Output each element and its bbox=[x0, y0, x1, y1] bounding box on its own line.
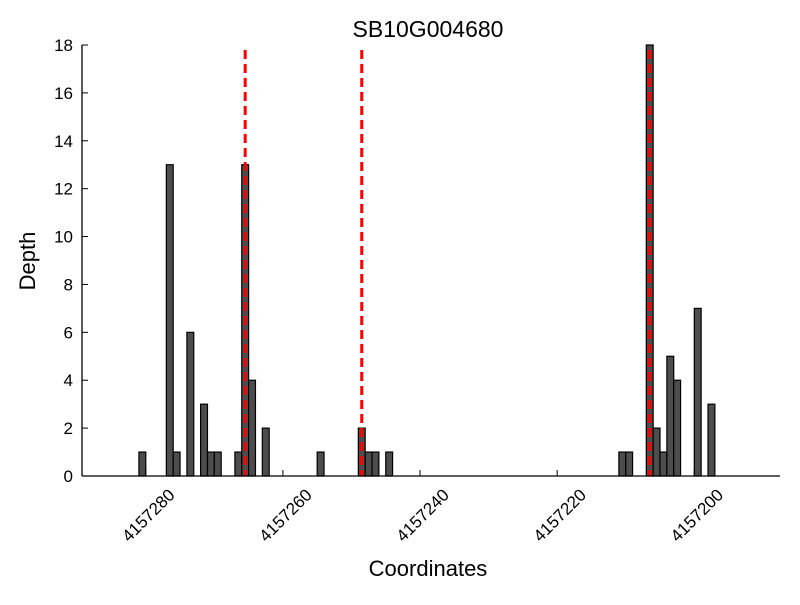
y-axis-label: Depth bbox=[15, 232, 40, 291]
y-tick-label: 0 bbox=[64, 467, 73, 486]
y-tick-label: 16 bbox=[54, 84, 73, 103]
y-tick-label: 12 bbox=[54, 180, 73, 199]
bar bbox=[234, 451, 243, 477]
bar bbox=[693, 307, 702, 477]
x-tick-label: 4157240 bbox=[393, 485, 453, 545]
bar bbox=[200, 403, 209, 477]
bar bbox=[172, 451, 181, 477]
x-tick-label: 4157260 bbox=[255, 485, 315, 545]
bar bbox=[371, 451, 380, 477]
y-tick-label: 18 bbox=[54, 36, 73, 55]
bar bbox=[138, 451, 147, 477]
y-tick-label: 2 bbox=[64, 419, 73, 438]
x-axis-label: Coordinates bbox=[369, 556, 488, 581]
bar bbox=[213, 451, 222, 477]
y-tick-label: 6 bbox=[64, 323, 73, 342]
bar bbox=[666, 355, 675, 477]
x-tick-label: 4157200 bbox=[667, 485, 727, 545]
bar bbox=[364, 451, 373, 477]
bar bbox=[261, 427, 270, 477]
y-tick-label: 8 bbox=[64, 275, 73, 294]
bar bbox=[652, 427, 661, 477]
bar bbox=[186, 331, 195, 477]
x-tick-label: 4157280 bbox=[118, 485, 178, 545]
bar bbox=[618, 451, 627, 477]
bar bbox=[673, 379, 682, 477]
bar bbox=[385, 451, 394, 477]
bar bbox=[248, 379, 257, 477]
bar bbox=[659, 451, 668, 477]
bar bbox=[206, 451, 215, 477]
y-tick-label: 4 bbox=[64, 371, 73, 390]
bar bbox=[165, 164, 174, 477]
chart-title: SB10G004680 bbox=[353, 16, 504, 42]
bar bbox=[316, 451, 325, 477]
x-tick-label: 4157220 bbox=[530, 485, 590, 545]
y-tick-label: 14 bbox=[54, 132, 73, 151]
y-tick-label: 10 bbox=[54, 228, 73, 247]
bar bbox=[625, 451, 634, 477]
bar bbox=[707, 403, 716, 477]
